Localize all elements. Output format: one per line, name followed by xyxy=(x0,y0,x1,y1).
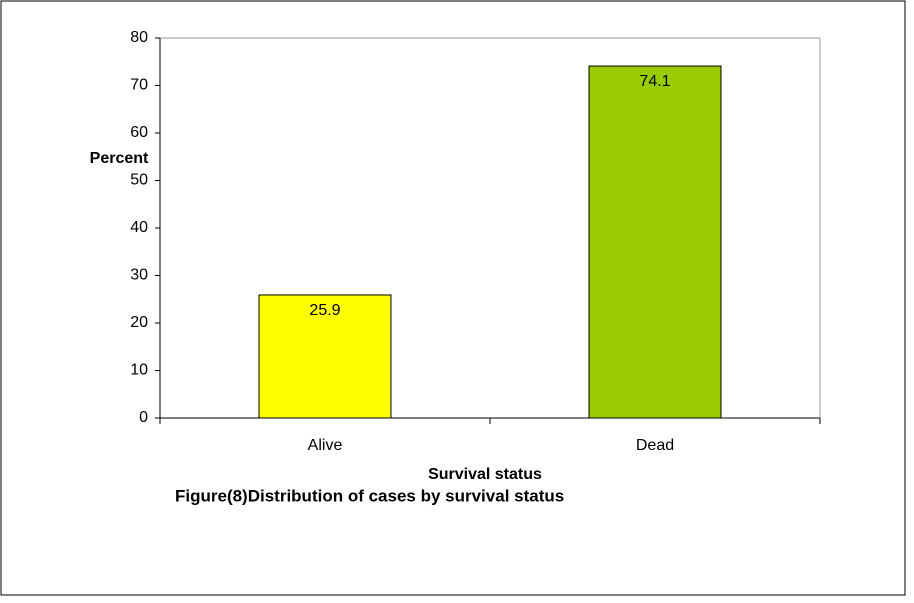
data-label: 74.1 xyxy=(639,73,670,90)
x-tick-label: Dead xyxy=(636,437,674,454)
y-tick-label: 40 xyxy=(130,219,148,236)
y-tick-label: 20 xyxy=(130,314,148,331)
outer-frame xyxy=(0,0,906,596)
chart-title: Figure(8)Distribution of cases by surviv… xyxy=(175,486,564,505)
data-label: 25.9 xyxy=(309,302,340,319)
y-axis-label: Percent xyxy=(90,150,149,167)
x-axis-label: Survival status xyxy=(428,466,542,483)
y-tick-label: 60 xyxy=(130,124,148,141)
y-tick-label: 30 xyxy=(130,267,148,284)
y-tick-label: 80 xyxy=(130,29,148,46)
bar xyxy=(588,65,722,419)
y-tick-label: 70 xyxy=(130,77,148,94)
y-tick-label: 0 xyxy=(139,409,148,426)
x-tick-label: Alive xyxy=(308,437,343,454)
bar xyxy=(258,294,392,419)
y-tick-label: 10 xyxy=(130,362,148,379)
y-tick-label: 50 xyxy=(130,172,148,189)
